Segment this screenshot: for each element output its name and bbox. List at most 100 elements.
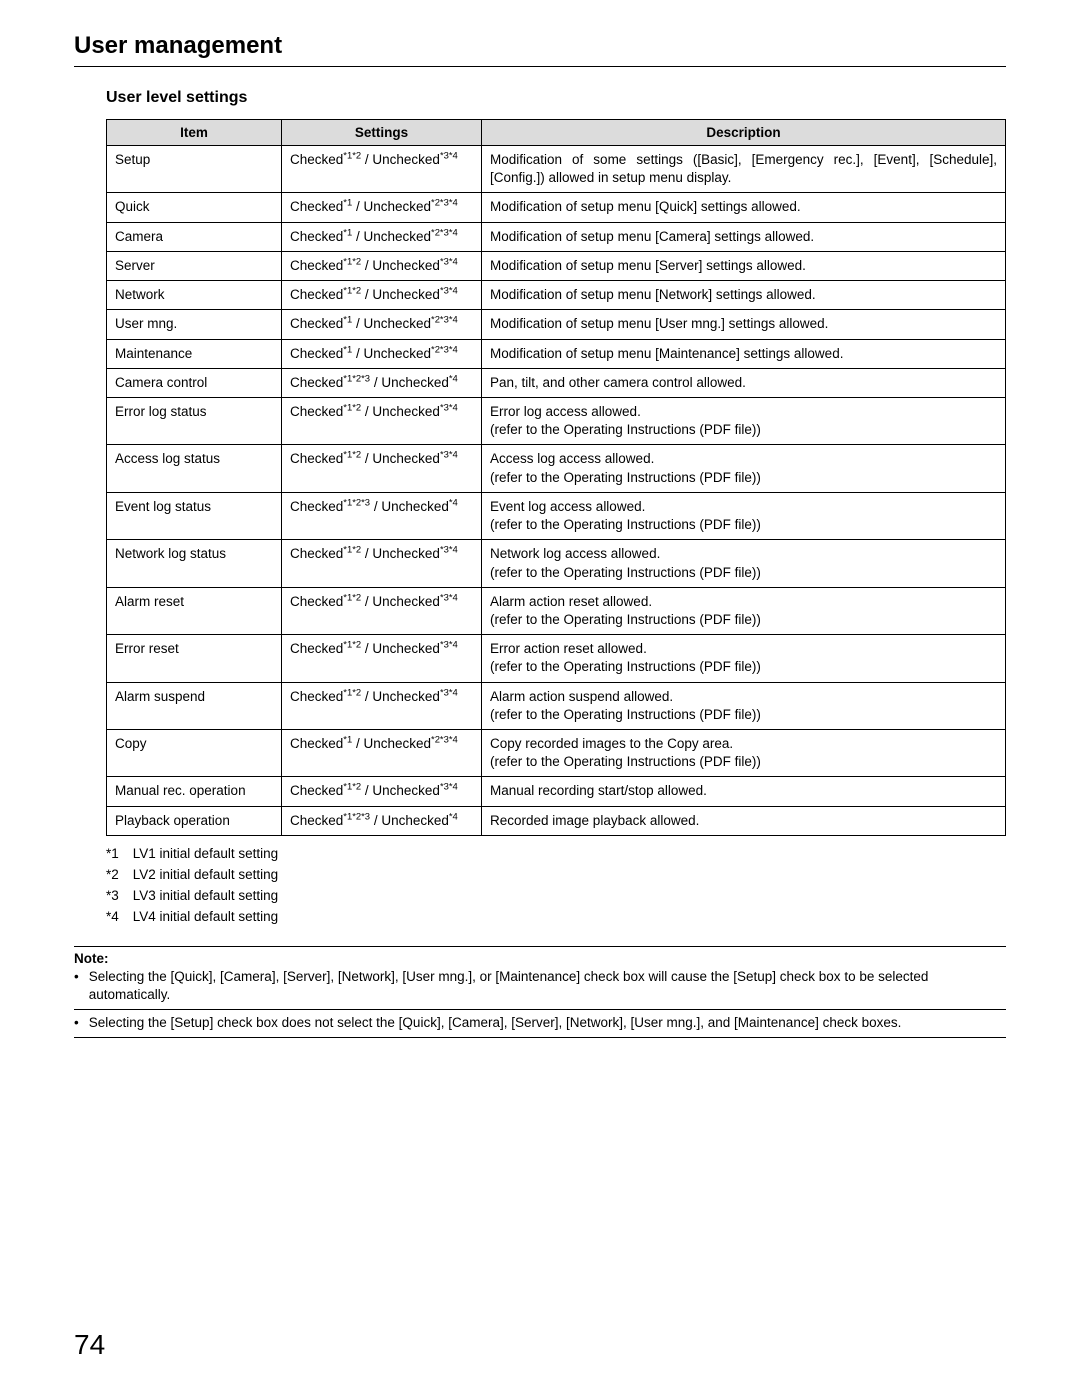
note-text: Selecting the [Quick], [Camera], [Server… — [89, 968, 1006, 1006]
table-row: CameraChecked*1 / Unchecked*2*3*4Modific… — [107, 222, 1006, 251]
note-item: • Selecting the [Setup] check box does no… — [74, 1014, 1006, 1033]
footnote-key: *3 — [106, 886, 119, 907]
cell-description: Recorded image playback allowed. — [482, 806, 1006, 835]
table-row: Event log statusChecked*1*2*3 / Unchecke… — [107, 492, 1006, 539]
footnote-text: LV1 initial default setting — [133, 844, 278, 865]
footnote-text: LV2 initial default setting — [133, 865, 278, 886]
note-label: Note: — [74, 951, 1006, 966]
cell-description: Modification of some settings ([Basic], … — [482, 146, 1006, 193]
table-row: NetworkChecked*1*2 / Unchecked*3*4Modifi… — [107, 281, 1006, 310]
table-row: Network log statusChecked*1*2 / Unchecke… — [107, 540, 1006, 587]
bullet-icon: • — [74, 1014, 79, 1033]
cell-description: Access log access allowed.(refer to the … — [482, 445, 1006, 492]
cell-item: Camera — [107, 222, 282, 251]
cell-description: Modification of setup menu [Server] sett… — [482, 251, 1006, 280]
cell-settings: Checked*1*2*3 / Unchecked*4 — [282, 806, 482, 835]
cell-item: Camera control — [107, 368, 282, 397]
cell-settings: Checked*1*2*3 / Unchecked*4 — [282, 368, 482, 397]
cell-settings: Checked*1*2 / Unchecked*3*4 — [282, 445, 482, 492]
cell-item: Manual rec. operation — [107, 777, 282, 806]
bullet-icon: • — [74, 968, 79, 1006]
title-rule — [74, 66, 1006, 67]
settings-table-wrap: Item Settings Description SetupChecked*1… — [106, 119, 1006, 836]
cell-settings: Checked*1*2 / Unchecked*3*4 — [282, 777, 482, 806]
cell-item: Alarm suspend — [107, 682, 282, 729]
footnote-key: *1 — [106, 844, 119, 865]
footnote: *3LV3 initial default setting — [106, 886, 1006, 907]
footnotes: *1 LV1 initial default setting *2 LV2 initi… — [106, 844, 1006, 928]
cell-item: User mng. — [107, 310, 282, 339]
footnote: *4 LV4 initial default setting — [106, 907, 1006, 928]
cell-settings: Checked*1*2 / Unchecked*3*4 — [282, 587, 482, 634]
table-row: MaintenanceChecked*1 / Unchecked*2*3*4Mo… — [107, 339, 1006, 368]
footnote: *2 LV2 initial default setting — [106, 865, 1006, 886]
cell-item: Quick — [107, 193, 282, 222]
cell-item: Maintenance — [107, 339, 282, 368]
table-row: ServerChecked*1*2 / Unchecked*3*4Modific… — [107, 251, 1006, 280]
cell-item: Playback operation — [107, 806, 282, 835]
cell-item: Event log status — [107, 492, 282, 539]
cell-item: Copy — [107, 730, 282, 777]
footnote-key: *2 — [106, 865, 119, 886]
header-description: Description — [482, 120, 1006, 146]
table-row: Alarm suspendChecked*1*2 / Unchecked*3*4… — [107, 682, 1006, 729]
cell-item: Alarm reset — [107, 587, 282, 634]
header-item: Item — [107, 120, 282, 146]
cell-description: Modification of setup menu [Network] set… — [482, 281, 1006, 310]
cell-settings: Checked*1*2 / Unchecked*3*4 — [282, 397, 482, 444]
settings-table: Item Settings Description SetupChecked*1… — [106, 119, 1006, 836]
cell-settings: Checked*1 / Unchecked*2*3*4 — [282, 193, 482, 222]
cell-description: Pan, tilt, and other camera control allo… — [482, 368, 1006, 397]
note-text: Selecting the [Setup] check box does not… — [89, 1014, 902, 1033]
cell-settings: Checked*1 / Unchecked*2*3*4 — [282, 310, 482, 339]
note-rule-mid — [74, 1009, 1006, 1010]
cell-settings: Checked*1*2 / Unchecked*3*4 — [282, 146, 482, 193]
note-rule-bottom — [74, 1037, 1006, 1038]
cell-settings: Checked*1*2 / Unchecked*3*4 — [282, 635, 482, 682]
cell-description: Modification of setup menu [Maintenance]… — [482, 339, 1006, 368]
cell-settings: Checked*1*2 / Unchecked*3*4 — [282, 281, 482, 310]
cell-description: Alarm action suspend allowed.(refer to t… — [482, 682, 1006, 729]
cell-item: Error reset — [107, 635, 282, 682]
table-row: Error resetChecked*1*2 / Unchecked*3*4Er… — [107, 635, 1006, 682]
table-row: SetupChecked*1*2 / Unchecked*3*4Modifica… — [107, 146, 1006, 193]
cell-item: Error log status — [107, 397, 282, 444]
cell-description: Alarm action reset allowed.(refer to the… — [482, 587, 1006, 634]
footnote: *1 LV1 initial default setting — [106, 844, 1006, 865]
cell-settings: Checked*1 / Unchecked*2*3*4 — [282, 339, 482, 368]
cell-description: Error log access allowed.(refer to the O… — [482, 397, 1006, 444]
note-block: Note: • Selecting the [Quick], [Camera], … — [74, 946, 1006, 1039]
cell-description: Network log access allowed.(refer to the… — [482, 540, 1006, 587]
table-row: CopyChecked*1 / Unchecked*2*3*4Copy reco… — [107, 730, 1006, 777]
table-row: Playback operationChecked*1*2*3 / Unchec… — [107, 806, 1006, 835]
cell-settings: Checked*1 / Unchecked*2*3*4 — [282, 730, 482, 777]
cell-description: Modification of setup menu [User mng.] s… — [482, 310, 1006, 339]
table-row: Error log statusChecked*1*2 / Unchecked*… — [107, 397, 1006, 444]
cell-description: Error action reset allowed.(refer to the… — [482, 635, 1006, 682]
cell-description: Copy recorded images to the Copy area.(r… — [482, 730, 1006, 777]
table-header-row: Item Settings Description — [107, 120, 1006, 146]
page: User management User level settings Item… — [0, 0, 1080, 1038]
cell-item: Server — [107, 251, 282, 280]
cell-settings: Checked*1*2 / Unchecked*3*4 — [282, 251, 482, 280]
footnote-key: *4 — [106, 907, 119, 928]
cell-settings: Checked*1 / Unchecked*2*3*4 — [282, 222, 482, 251]
cell-item: Setup — [107, 146, 282, 193]
table-row: Alarm resetChecked*1*2 / Unchecked*3*4Al… — [107, 587, 1006, 634]
cell-description: Modification of setup menu [Camera] sett… — [482, 222, 1006, 251]
table-row: User mng.Checked*1 / Unchecked*2*3*4Modi… — [107, 310, 1006, 339]
cell-item: Access log status — [107, 445, 282, 492]
header-settings: Settings — [282, 120, 482, 146]
cell-description: Event log access allowed.(refer to the O… — [482, 492, 1006, 539]
table-row: Camera controlChecked*1*2*3 / Unchecked*… — [107, 368, 1006, 397]
cell-settings: Checked*1*2 / Unchecked*3*4 — [282, 682, 482, 729]
cell-settings: Checked*1*2 / Unchecked*3*4 — [282, 540, 482, 587]
section-title: User level settings — [106, 89, 1006, 107]
footnote-text: LV4 initial default setting — [133, 907, 278, 928]
cell-description: Modification of setup menu [Quick] setti… — [482, 193, 1006, 222]
table-row: QuickChecked*1 / Unchecked*2*3*4Modifica… — [107, 193, 1006, 222]
page-number: 74 — [74, 1329, 105, 1361]
cell-item: Network — [107, 281, 282, 310]
note-rule-top — [74, 946, 1006, 947]
note-item: • Selecting the [Quick], [Camera], [Serve… — [74, 968, 1006, 1006]
